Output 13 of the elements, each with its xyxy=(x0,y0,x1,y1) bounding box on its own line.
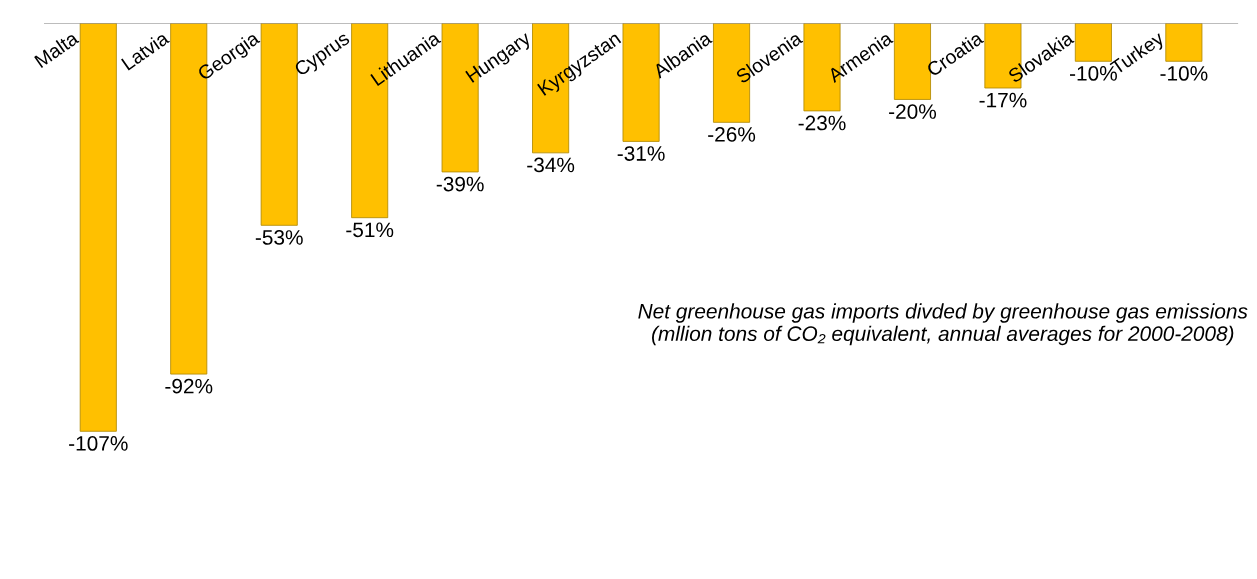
data-label: -51% xyxy=(346,222,394,238)
data-label: -34% xyxy=(527,157,575,173)
x-tick-label: Malta xyxy=(33,30,80,69)
data-label: -53% xyxy=(255,230,303,245)
data-label: -92% xyxy=(165,378,213,394)
data-label: -23% xyxy=(798,115,846,131)
data-label: -26% xyxy=(708,127,756,142)
data-label: -20% xyxy=(889,104,937,119)
data-label: -107% xyxy=(69,436,128,451)
data-label: -31% xyxy=(617,146,665,161)
data-label: -39% xyxy=(436,176,484,192)
data-label: -17% xyxy=(979,92,1027,108)
annotation: Net greenhouse gas imports divded by greenhouse gas emissions (mllion tons of CO₂ equivalent, annual averages for 2000-2008) xyxy=(638,303,1248,346)
